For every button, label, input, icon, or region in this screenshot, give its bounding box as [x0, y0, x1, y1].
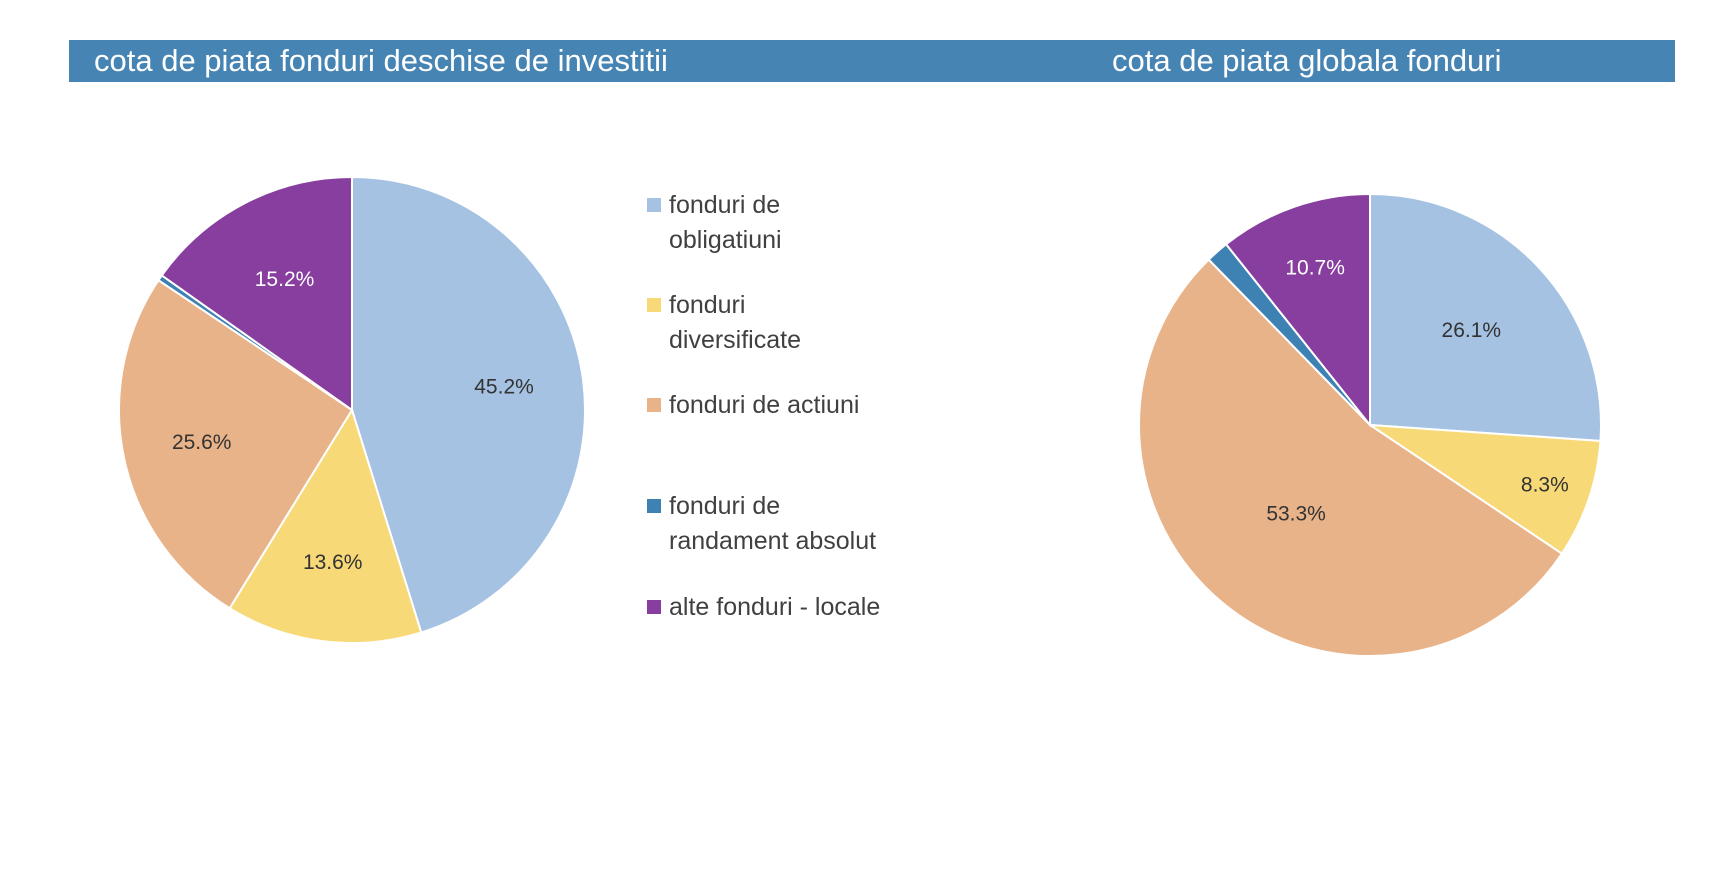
pie-right-label-alte-fonduri: 10.7%: [1285, 256, 1345, 279]
pie-right-slice-obligatiuni: [1369, 192, 1602, 443]
legend: fonduri de obligatiuni fonduri diversifi…: [647, 0, 947, 874]
legend-item-randament-absolut: fonduri de randament absolut: [647, 489, 919, 559]
legend-swatch-diversificate: [647, 298, 661, 312]
legend-swatch-randament-absolut: [647, 499, 661, 513]
pie-left-label-alte-fonduri: 15.2%: [255, 268, 315, 291]
pie-left-slice-actiuni: [118, 278, 354, 610]
legend-item-alte-fonduri: alte fonduri - locale: [647, 590, 919, 625]
pie-right-slice-alte-fonduri: [1224, 192, 1371, 428]
legend-item-obligatiuni: fonduri de obligatiuni: [647, 188, 919, 258]
legend-label-actiuni: fonduri de actiuni: [669, 391, 860, 419]
header-bar: cota de piata fonduri deschise de invest…: [69, 40, 1675, 82]
chart-title-left: cota de piata fonduri deschise de invest…: [94, 43, 668, 78]
pie-left-label-diversificate: 13.6%: [303, 551, 363, 574]
pie-right-label-actiuni: 53.3%: [1266, 502, 1326, 525]
legend-label-diversificate: fonduri diversificate: [669, 291, 801, 354]
legend-label-randament-absolut: fonduri de randament absolut: [669, 492, 877, 555]
chart-title-right: cota de piata globala fonduri: [1112, 43, 1502, 78]
legend-swatch-actiuni: [647, 398, 661, 412]
legend-swatch-obligatiuni: [647, 198, 661, 212]
pie-left-slice-diversificate: [228, 407, 423, 644]
pie-left-slice-alte-fonduri: [160, 175, 353, 412]
pie-left-label-actiuni: 25.6%: [172, 431, 232, 454]
legend-swatch-alte-fonduri: [647, 600, 661, 614]
pie-right-slice-diversificate: [1366, 423, 1602, 556]
pie-left-label-obligatiuni: 45.2%: [474, 375, 534, 398]
legend-label-obligatiuni: fonduri de obligatiuni: [669, 191, 782, 254]
pie-right-slice-actiuni: [1138, 258, 1564, 657]
pie-right-label-diversificate: 8.3%: [1521, 473, 1569, 496]
legend-label-alte-fonduri: alte fonduri - locale: [669, 593, 881, 621]
legend-item-diversificate: fonduri diversificate: [647, 288, 919, 358]
pie-right-label-obligatiuni: 26.1%: [1442, 319, 1502, 342]
legend-item-actiuni: fonduri de actiuni: [647, 388, 919, 423]
pie-left-slice-obligatiuni: [351, 175, 586, 634]
